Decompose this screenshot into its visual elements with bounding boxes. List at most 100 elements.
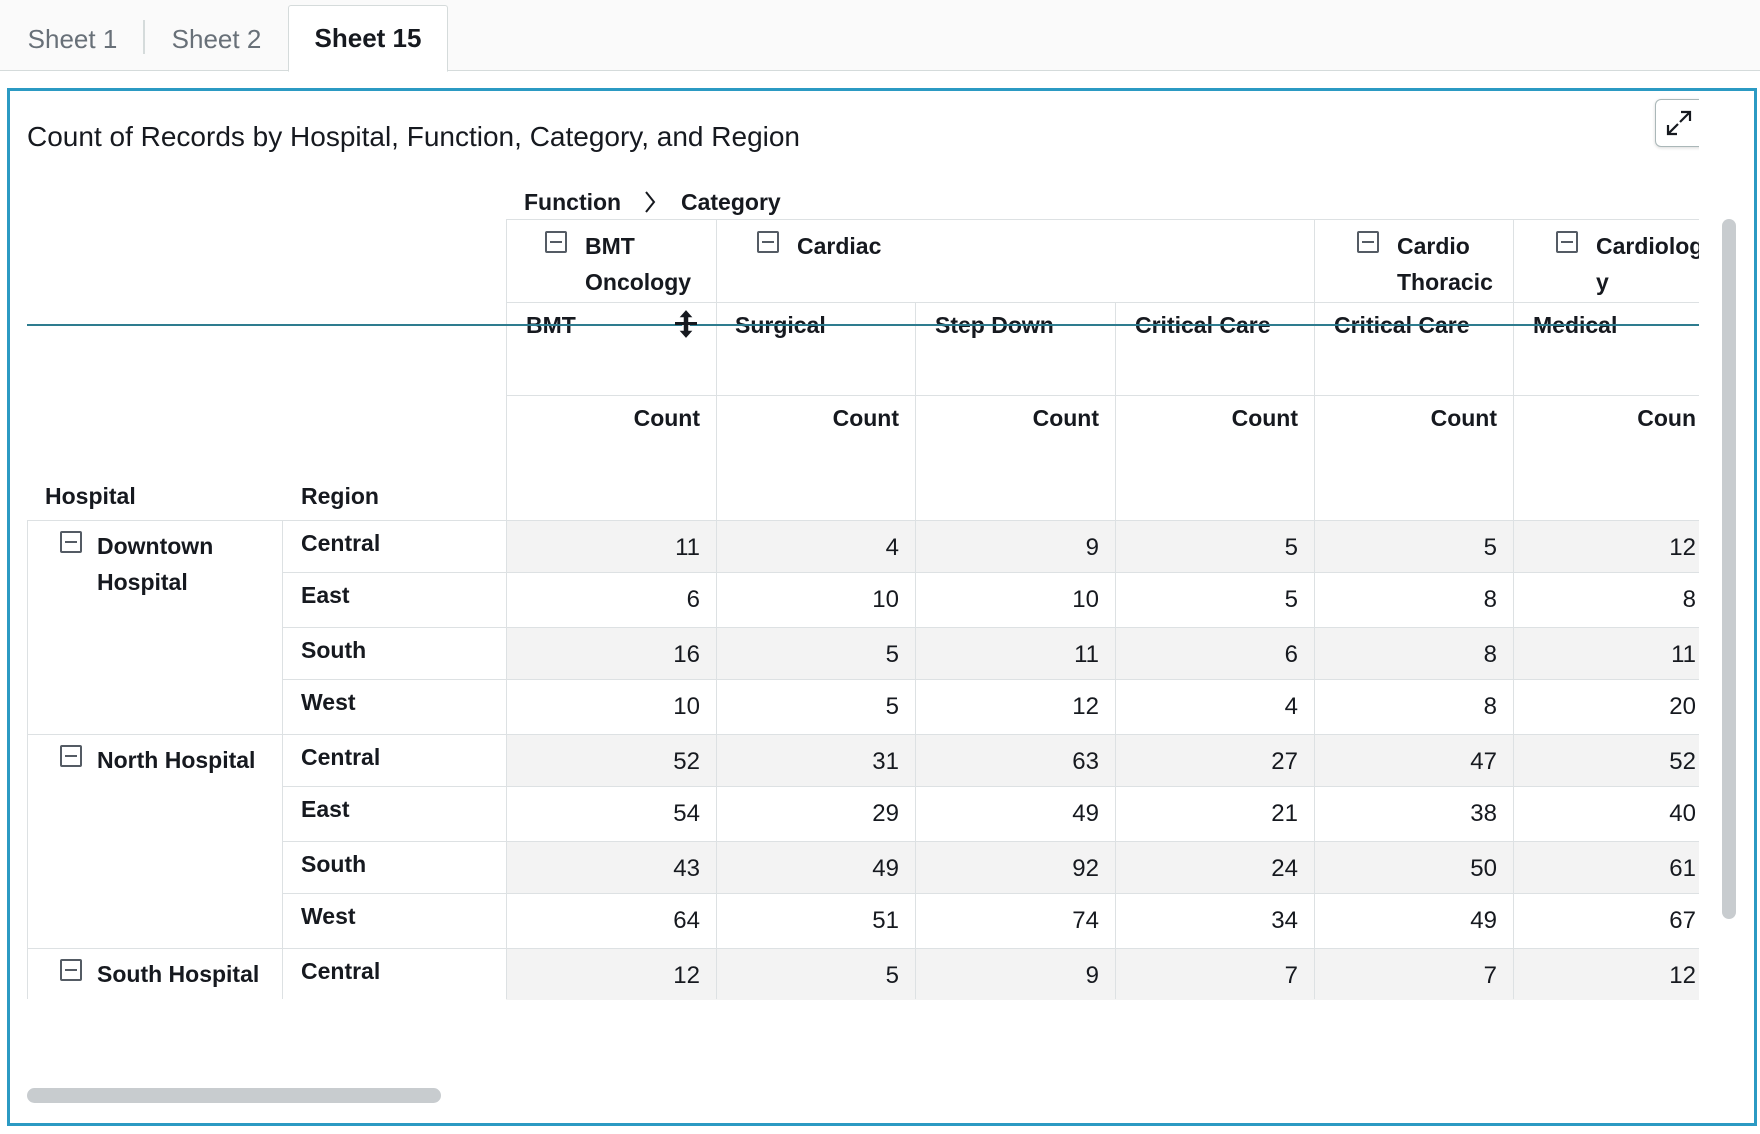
function-header-bmt-oncology[interactable]: BMT Oncology: [585, 228, 691, 300]
hospital-label-line: Hospital: [97, 569, 188, 595]
value-cell[interactable]: 6: [1284, 641, 1298, 668]
value-cell[interactable]: 8: [1483, 641, 1497, 668]
value-cell[interactable]: 34: [1271, 907, 1298, 934]
value-cell[interactable]: 61: [1669, 855, 1696, 882]
measure-header[interactable]: Count: [832, 405, 899, 431]
value-cell[interactable]: 8: [1483, 586, 1497, 613]
breadcrumb-category[interactable]: Category: [681, 189, 781, 215]
pivot-table-visual[interactable]: Count of Records by Hospital, Function, …: [7, 88, 1757, 1126]
value-cell[interactable]: 40: [1669, 800, 1696, 827]
value-cell[interactable]: 20: [1669, 693, 1696, 720]
grid-line: [716, 219, 717, 999]
value-cell[interactable]: 63: [1072, 748, 1099, 775]
value-cell[interactable]: 92: [1072, 855, 1099, 882]
chevron-right-icon: [645, 191, 656, 213]
value-cell[interactable]: 6: [686, 586, 700, 613]
value-cell[interactable]: 10: [872, 586, 899, 613]
collapse-function-cardio-thoracic[interactable]: [1357, 231, 1379, 253]
table-viewport: Count of Records by Hospital, Function, …: [10, 91, 1699, 1123]
value-cell[interactable]: 50: [1470, 855, 1497, 882]
value-cell[interactable]: 8: [1483, 693, 1497, 720]
value-cell[interactable]: 51: [872, 907, 899, 934]
value-cell[interactable]: 64: [673, 907, 700, 934]
value-cell[interactable]: 4: [1284, 693, 1298, 720]
grid-line: [915, 302, 916, 999]
collapse-function-bmt-oncology[interactable]: [545, 231, 567, 253]
value-cell[interactable]: 12: [673, 962, 700, 989]
value-cell[interactable]: 49: [872, 855, 899, 882]
value-cell[interactable]: 10: [1072, 586, 1099, 613]
value-cell[interactable]: 8: [1682, 586, 1696, 613]
value-cell[interactable]: 11: [1074, 641, 1099, 668]
value-cell[interactable]: 10: [673, 693, 700, 720]
value-cell[interactable]: 21: [1271, 800, 1298, 827]
horizontal-scrollbar[interactable]: [27, 1088, 441, 1103]
vertical-scrollbar[interactable]: [1722, 219, 1736, 919]
expand-button[interactable]: [1656, 100, 1699, 146]
value-cell[interactable]: 38: [1470, 800, 1497, 827]
hospital-downtown: Downtown Hospital: [97, 528, 213, 600]
value-cell[interactable]: 27: [1271, 748, 1298, 775]
collapse-hospital-downtown[interactable]: [60, 531, 82, 553]
grid-line: [282, 520, 283, 999]
region-cell: West: [301, 903, 356, 929]
value-cell[interactable]: 12: [1072, 693, 1099, 720]
value-cell[interactable]: 49: [1470, 907, 1497, 934]
tab-label: Sheet 15: [314, 23, 422, 53]
grid-line: [27, 520, 1699, 521]
measure-header[interactable]: Coun: [1637, 405, 1696, 431]
function-header-cardiology[interactable]: Cardiolog y: [1596, 228, 1699, 300]
region-cell: Central: [301, 958, 381, 984]
measure-header[interactable]: Count: [1032, 405, 1099, 431]
measure-header[interactable]: Count: [633, 405, 700, 431]
grid-line: [506, 302, 1699, 303]
measure-header[interactable]: Count: [1231, 405, 1298, 431]
region-cell: South: [301, 851, 367, 877]
value-cell[interactable]: 5: [885, 693, 899, 720]
value-cell[interactable]: 5: [1284, 586, 1298, 613]
value-cell[interactable]: 52: [673, 748, 700, 775]
collapse-hospital-south[interactable]: [60, 959, 82, 981]
grid-line: [506, 395, 1699, 396]
value-cell[interactable]: 47: [1470, 748, 1497, 775]
value-cell[interactable]: 9: [1085, 962, 1099, 989]
tab-sheet-1[interactable]: Sheet 1: [0, 8, 145, 71]
row-header-region[interactable]: Region: [301, 483, 379, 509]
tab-sheet-2[interactable]: Sheet 2: [145, 8, 288, 71]
value-cell[interactable]: 7: [1284, 962, 1298, 989]
value-cell[interactable]: 5: [1284, 534, 1298, 561]
row-header-hospital[interactable]: Hospital: [45, 483, 136, 509]
collapse-function-cardiology[interactable]: [1556, 231, 1578, 253]
measure-header[interactable]: Count: [1430, 405, 1497, 431]
value-cell[interactable]: 29: [872, 800, 899, 827]
value-cell[interactable]: 9: [1085, 534, 1099, 561]
value-cell[interactable]: 5: [1483, 534, 1497, 561]
breadcrumb-function[interactable]: Function: [524, 189, 622, 215]
value-cell[interactable]: 11: [1671, 641, 1696, 668]
grid-line: [282, 627, 1699, 628]
value-cell[interactable]: 16: [673, 641, 700, 668]
value-cell[interactable]: 43: [673, 855, 700, 882]
function-header-cardio-thoracic[interactable]: Cardio Thoracic: [1397, 228, 1493, 300]
value-cell[interactable]: 11: [675, 534, 700, 561]
value-cell[interactable]: 31: [872, 748, 899, 775]
value-cell[interactable]: 4: [885, 534, 899, 561]
value-cell[interactable]: 5: [885, 962, 899, 989]
value-cell[interactable]: 74: [1072, 907, 1099, 934]
value-cell[interactable]: 49: [1072, 800, 1099, 827]
row-shade: [506, 948, 1699, 1000]
region-cell: Central: [301, 744, 381, 770]
value-cell[interactable]: 12: [1669, 534, 1696, 561]
resize-vertical-cursor-icon: [675, 307, 697, 341]
value-cell[interactable]: 5: [885, 641, 899, 668]
value-cell[interactable]: 12: [1669, 962, 1696, 989]
value-cell[interactable]: 54: [673, 800, 700, 827]
collapse-function-cardiac[interactable]: [757, 231, 779, 253]
function-header-cardiac[interactable]: Cardiac: [797, 233, 882, 259]
tab-sheet-15[interactable]: Sheet 15: [288, 5, 448, 72]
value-cell[interactable]: 7: [1483, 962, 1497, 989]
value-cell[interactable]: 52: [1669, 748, 1696, 775]
collapse-hospital-north[interactable]: [60, 745, 82, 767]
value-cell[interactable]: 24: [1271, 855, 1298, 882]
value-cell[interactable]: 67: [1669, 907, 1696, 934]
